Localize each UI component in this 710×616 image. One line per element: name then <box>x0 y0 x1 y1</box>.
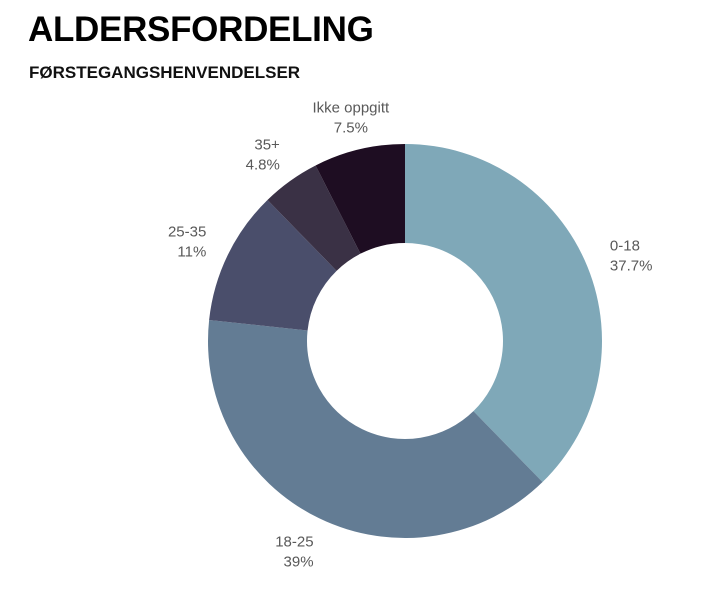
slice-value-35: 4.8% <box>246 156 280 173</box>
slice-label-18-25: 18-25 <box>275 534 313 551</box>
slice-value-0-18: 37.7% <box>610 258 653 275</box>
chart-title: ALDERSFORDELING <box>28 10 374 49</box>
slice-18-25 <box>208 319 543 538</box>
slice-label-25-35: 25-35 <box>168 224 206 241</box>
slice-value-ikke-oppgitt: 7.5% <box>334 119 368 136</box>
slice-ikke-oppgitt <box>315 144 405 254</box>
slice-value-25-35: 11% <box>177 244 206 261</box>
slice-value-18-25: 39% <box>284 554 314 571</box>
slice-label-35: 35+ <box>254 136 280 153</box>
slice-35 <box>267 165 361 271</box>
donut-slices <box>208 144 602 538</box>
slice-label-ikke-oppgitt: Ikke oppgitt <box>312 99 390 116</box>
donut-labels: 0-18 37.7% 18-25 39% 25-35 11% 35+ 4.8% Ikke opp… <box>168 99 652 570</box>
chart-subtitle: FØRSTEGANGSHENVENDELSER <box>29 63 301 82</box>
slice-0-18 <box>405 144 602 483</box>
slice-label-0-18: 0-18 <box>610 238 640 255</box>
slice-25-35 <box>209 199 337 331</box>
